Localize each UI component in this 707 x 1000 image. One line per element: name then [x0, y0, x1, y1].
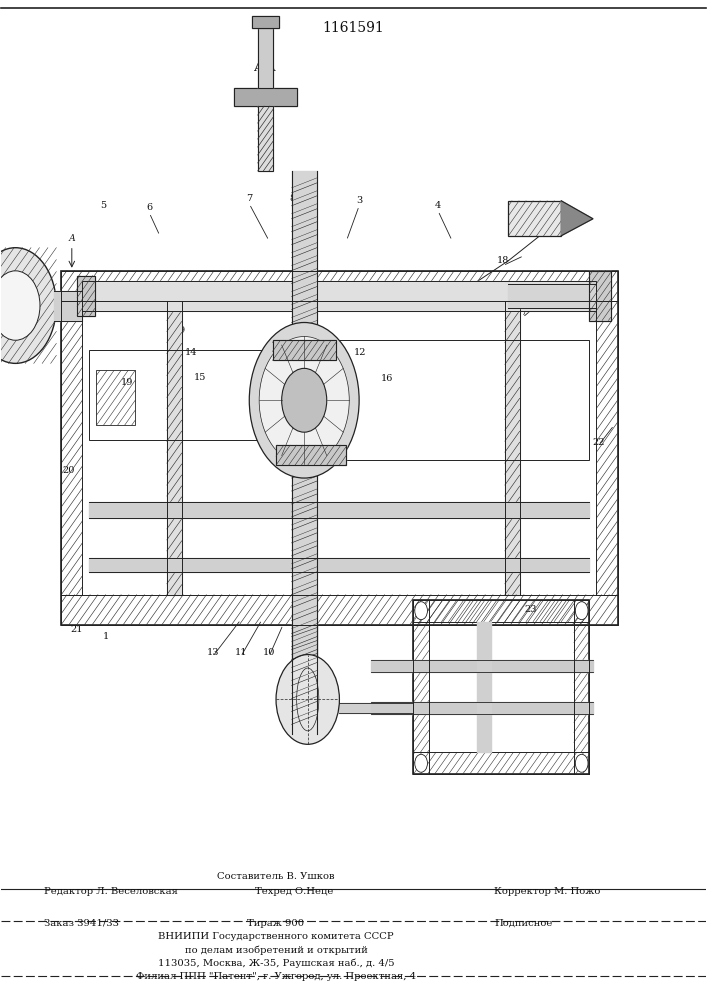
Bar [597, 301, 618, 595]
Circle shape [276, 655, 339, 744]
Bar [508, 201, 561, 236]
Text: 19: 19 [121, 378, 133, 387]
Bar [414, 600, 429, 774]
Text: А: А [69, 234, 75, 243]
Circle shape [415, 602, 428, 620]
Text: Техред О.Неце: Техред О.Неце [255, 887, 333, 896]
Text: 5: 5 [100, 201, 107, 210]
Text: Подписное: Подписное [494, 919, 553, 928]
Bar [89, 350, 288, 440]
Bar [574, 600, 590, 774]
Text: 9: 9 [178, 326, 184, 335]
Bar [62, 301, 83, 595]
Bar [414, 752, 590, 774]
Text: ВНИИПИ Государственного комитета СССР: ВНИИПИ Государственного комитета СССР [158, 932, 394, 941]
Circle shape [250, 322, 359, 478]
Bar [258, 106, 273, 171]
Text: 20: 20 [62, 466, 74, 475]
Text: 2: 2 [308, 326, 315, 335]
Circle shape [0, 248, 57, 363]
Text: Заказ 3941/33: Заказ 3941/33 [44, 919, 119, 928]
Text: Редактор Л. Веселовская: Редактор Л. Веселовская [44, 887, 177, 896]
Text: 18: 18 [496, 256, 509, 265]
Text: Составитель В. Ушков: Составитель В. Ушков [217, 872, 335, 881]
Bar [62, 271, 618, 301]
Text: А-А: А-А [254, 62, 276, 73]
Text: 16: 16 [381, 374, 394, 383]
Text: 13: 13 [206, 648, 219, 657]
Bar [62, 271, 618, 625]
Text: 17: 17 [516, 308, 529, 317]
Bar [77, 276, 95, 316]
Bar [590, 271, 611, 321]
Bar [276, 445, 346, 465]
Circle shape [0, 271, 40, 340]
Text: 1: 1 [103, 632, 109, 641]
Text: 113035, Москва, Ж-35, Раушская наб., д. 4/5: 113035, Москва, Ж-35, Раушская наб., д. … [158, 958, 395, 968]
Text: 10: 10 [263, 648, 275, 657]
Bar [414, 600, 590, 622]
Text: 23: 23 [525, 605, 537, 614]
Circle shape [415, 754, 428, 772]
Text: по делам изобретений и открытий: по делам изобретений и открытий [185, 945, 368, 955]
Text: Филиал ППП "Патент", г. Ужгород, ул. Проектная, 4: Филиал ППП "Патент", г. Ужгород, ул. Про… [136, 972, 416, 981]
Text: 12: 12 [354, 348, 367, 357]
Circle shape [259, 336, 349, 464]
Bar [258, 28, 273, 88]
Bar [252, 16, 279, 28]
Bar [317, 281, 597, 311]
Bar [272, 340, 336, 360]
Polygon shape [561, 201, 593, 236]
Text: 3: 3 [356, 196, 362, 205]
Text: 6: 6 [146, 203, 152, 212]
Circle shape [575, 754, 588, 772]
Text: 11: 11 [235, 648, 247, 657]
Circle shape [281, 368, 327, 432]
Text: 4: 4 [435, 201, 441, 210]
Text: 1161591: 1161591 [322, 21, 385, 35]
Text: Корректор М. Пожо: Корректор М. Пожо [494, 887, 601, 896]
Bar [414, 600, 590, 774]
Text: 14: 14 [185, 348, 198, 357]
Text: Тираж 900: Тираж 900 [247, 919, 305, 928]
Text: 22: 22 [592, 438, 604, 447]
Text: А: А [69, 296, 75, 305]
Text: 8: 8 [289, 194, 296, 203]
Text: 7: 7 [246, 194, 252, 203]
Bar [62, 595, 618, 625]
Bar [83, 281, 291, 311]
Text: 21: 21 [71, 625, 83, 634]
Bar [320, 340, 590, 460]
Bar [234, 88, 297, 106]
Circle shape [575, 602, 588, 620]
Bar [96, 370, 135, 425]
Text: 15: 15 [194, 373, 206, 382]
